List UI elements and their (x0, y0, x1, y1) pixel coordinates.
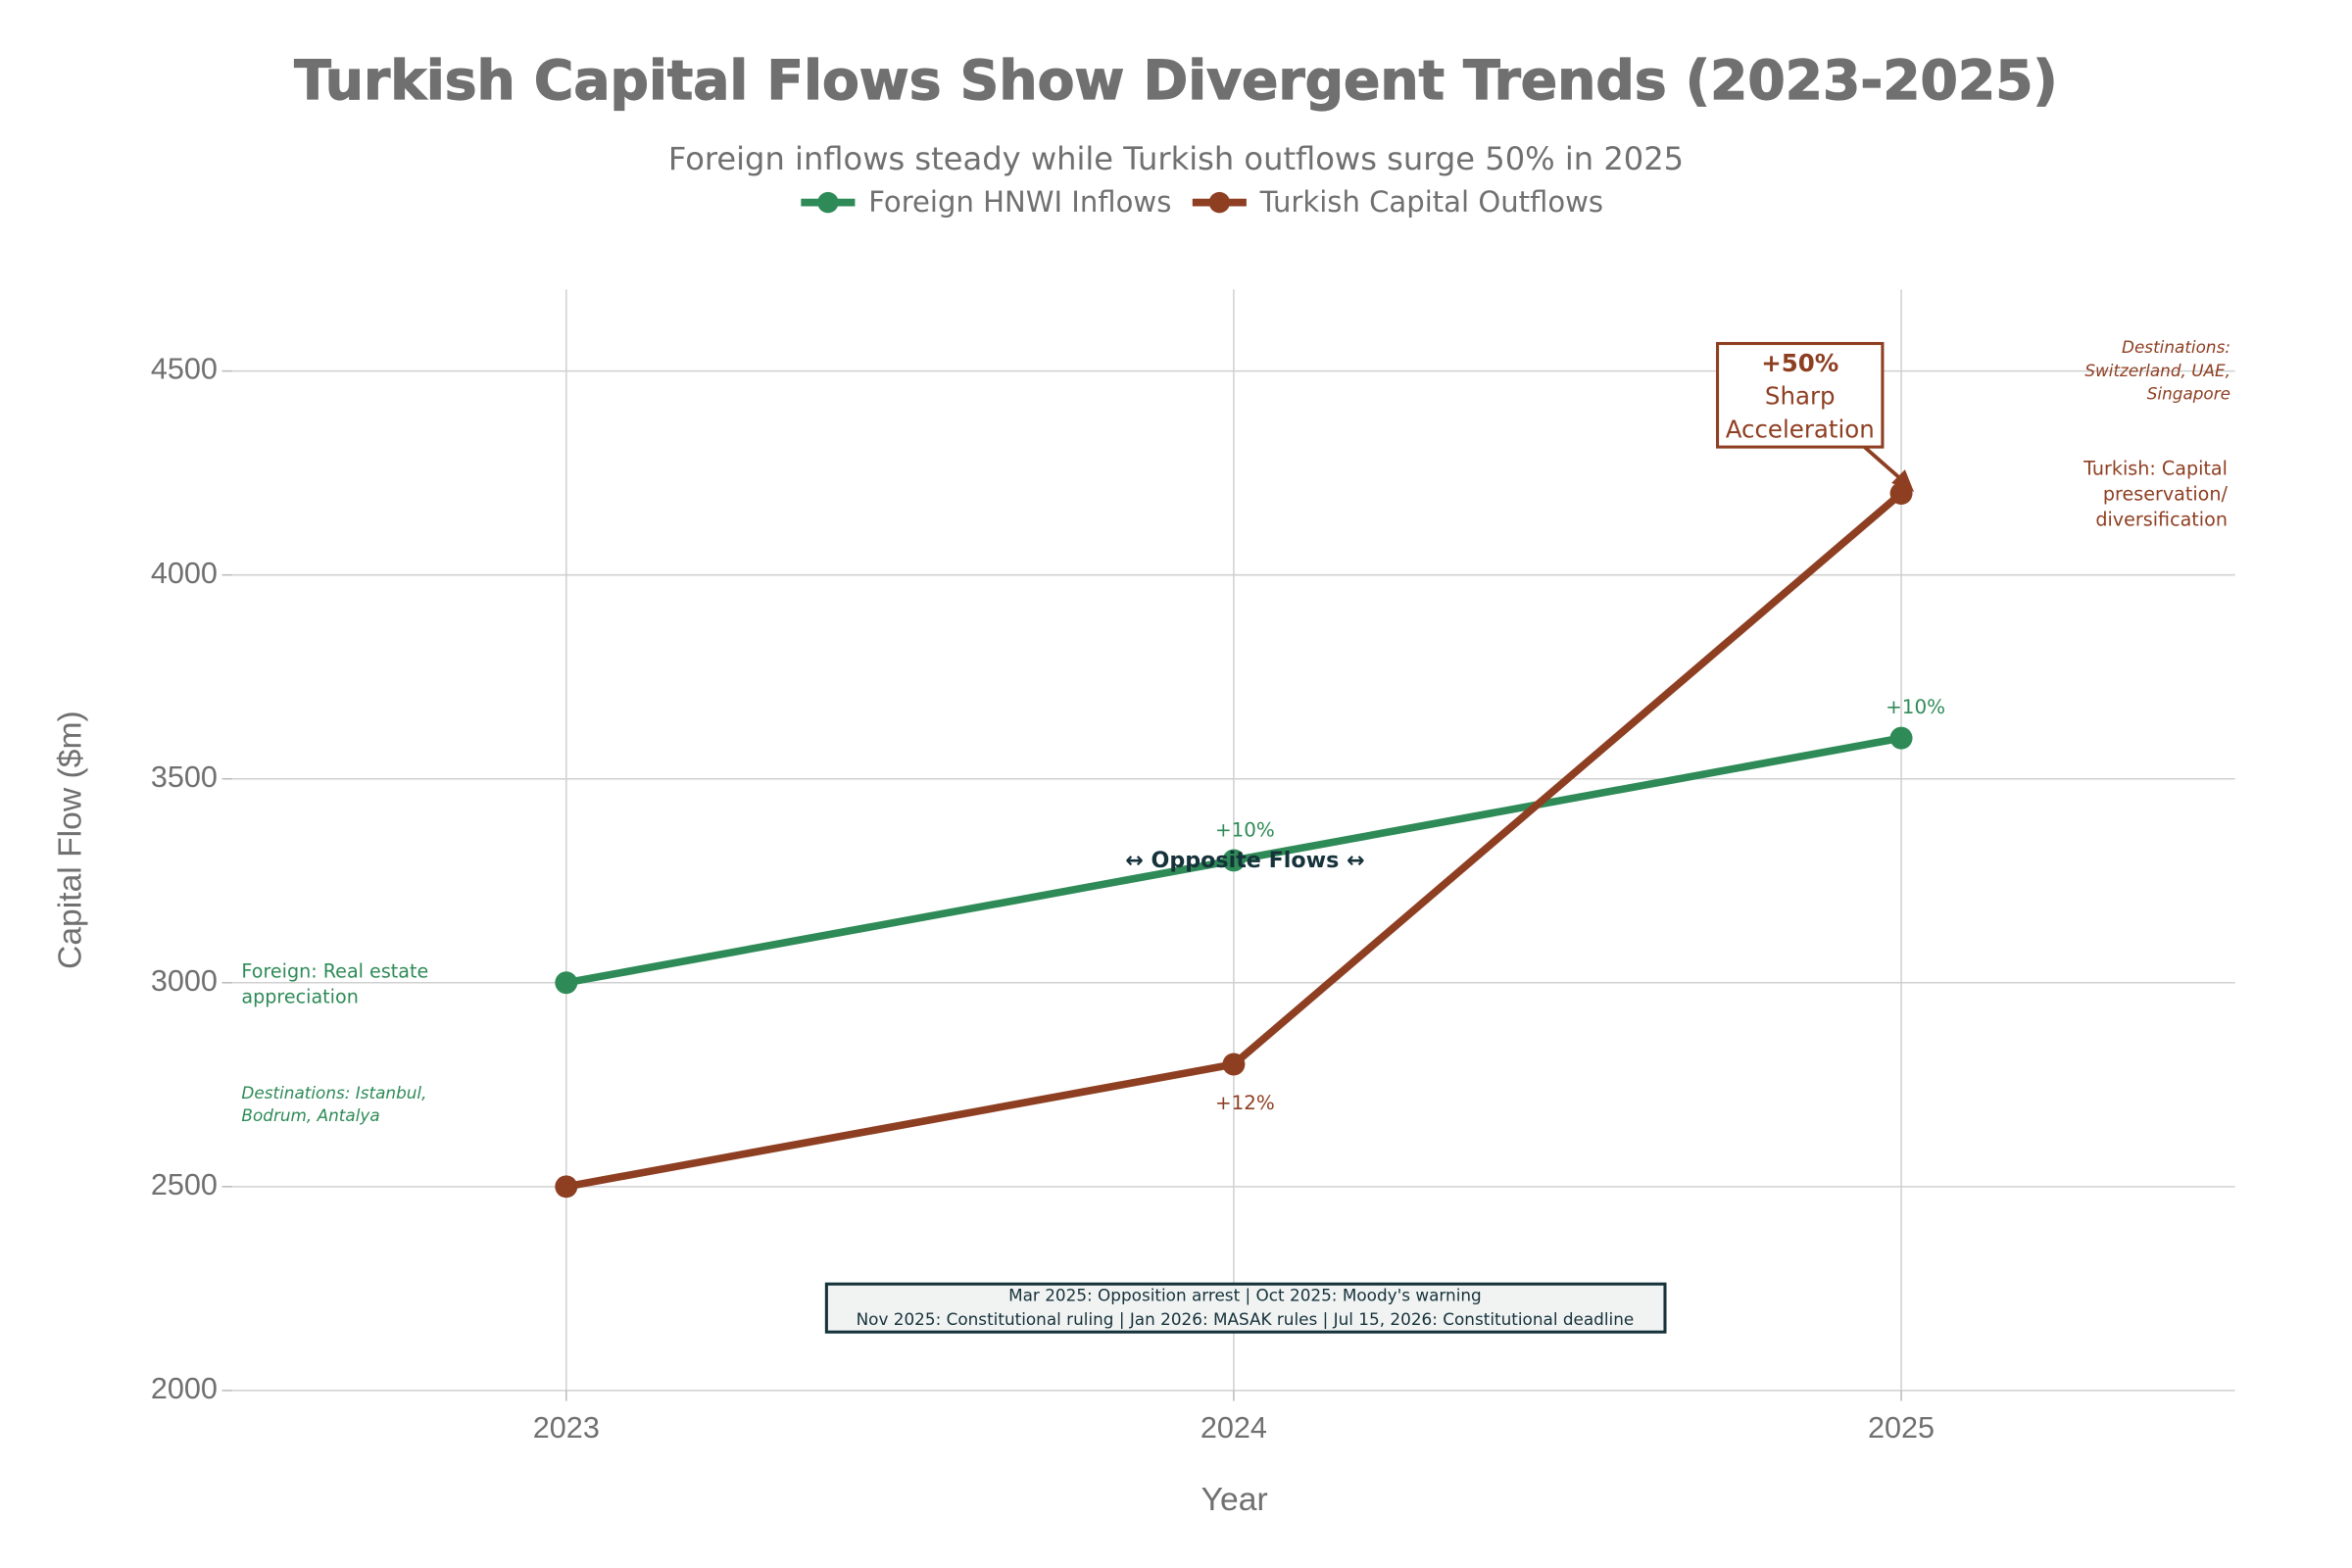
y-tick-label: 3500 (151, 760, 218, 794)
data-point (1222, 849, 1246, 872)
y-tick-label: 3000 (151, 964, 218, 998)
data-point (1222, 1053, 1246, 1076)
annotation: Bodrum, Antalya (241, 1105, 379, 1125)
annotation: appreciation (241, 985, 358, 1007)
annotation: Mar 2025: Opposition arrest | Oct 2025: … (1008, 1285, 1482, 1304)
data-point (555, 1175, 578, 1199)
annotation: +10% (1215, 818, 1275, 841)
y-tick-label: 2500 (151, 1168, 218, 1201)
legend-marker (1208, 191, 1231, 214)
annotation: Foreign: Real estate (241, 959, 428, 982)
x-tick-label: 2024 (1200, 1411, 1267, 1445)
annotation: Destinations: Istanbul, (241, 1083, 426, 1102)
y-tick-label: 4500 (151, 353, 218, 386)
y-tick-label: 2000 (151, 1372, 218, 1405)
chart-title: Turkish Capital Flows Show Divergent Tre… (294, 49, 2057, 112)
x-tick-label: 2025 (1868, 1411, 1935, 1445)
arrow-head (1891, 469, 1915, 493)
data-point (1889, 726, 1913, 750)
annotation: Destinations: (2122, 337, 2230, 357)
annotation: +12% (1215, 1092, 1275, 1114)
x-tick-label: 2023 (533, 1411, 600, 1445)
annotation: Singapore (2147, 384, 2230, 404)
legend-label: Foreign HNWI Inflows (868, 185, 1171, 219)
x-axis-label: Year (1201, 1482, 1268, 1518)
annotation: +50% (1761, 349, 1838, 377)
annotation: Nov 2025: Constitutional ruling | Jan 20… (857, 1309, 1635, 1329)
legend-marker (817, 191, 839, 214)
annotation: preservation/ (2103, 483, 2229, 506)
legend-label: Turkish Capital Outflows (1259, 185, 1603, 219)
annotation: diversification (2095, 509, 2228, 531)
annotation: ↔ Opposite Flows ↔ (1125, 848, 1364, 873)
y-axis-label: Capital Flow ($m) (52, 710, 88, 969)
annotation: +10% (1886, 696, 1945, 718)
annotation: Switzerland, UAE, (2084, 361, 2230, 380)
annotation: Sharp (1765, 382, 1836, 411)
annotation-box (1716, 341, 1885, 449)
annotation: Turkish: Capital (2082, 458, 2228, 480)
annotation: Acceleration (1726, 415, 1875, 443)
chart-subtitle: Foreign inflows steady while Turkish out… (668, 140, 1684, 177)
annotation-arrow (1863, 445, 1904, 482)
annotation-box (824, 1282, 1667, 1334)
data-point (555, 971, 578, 995)
y-tick-label: 4000 (151, 557, 218, 590)
